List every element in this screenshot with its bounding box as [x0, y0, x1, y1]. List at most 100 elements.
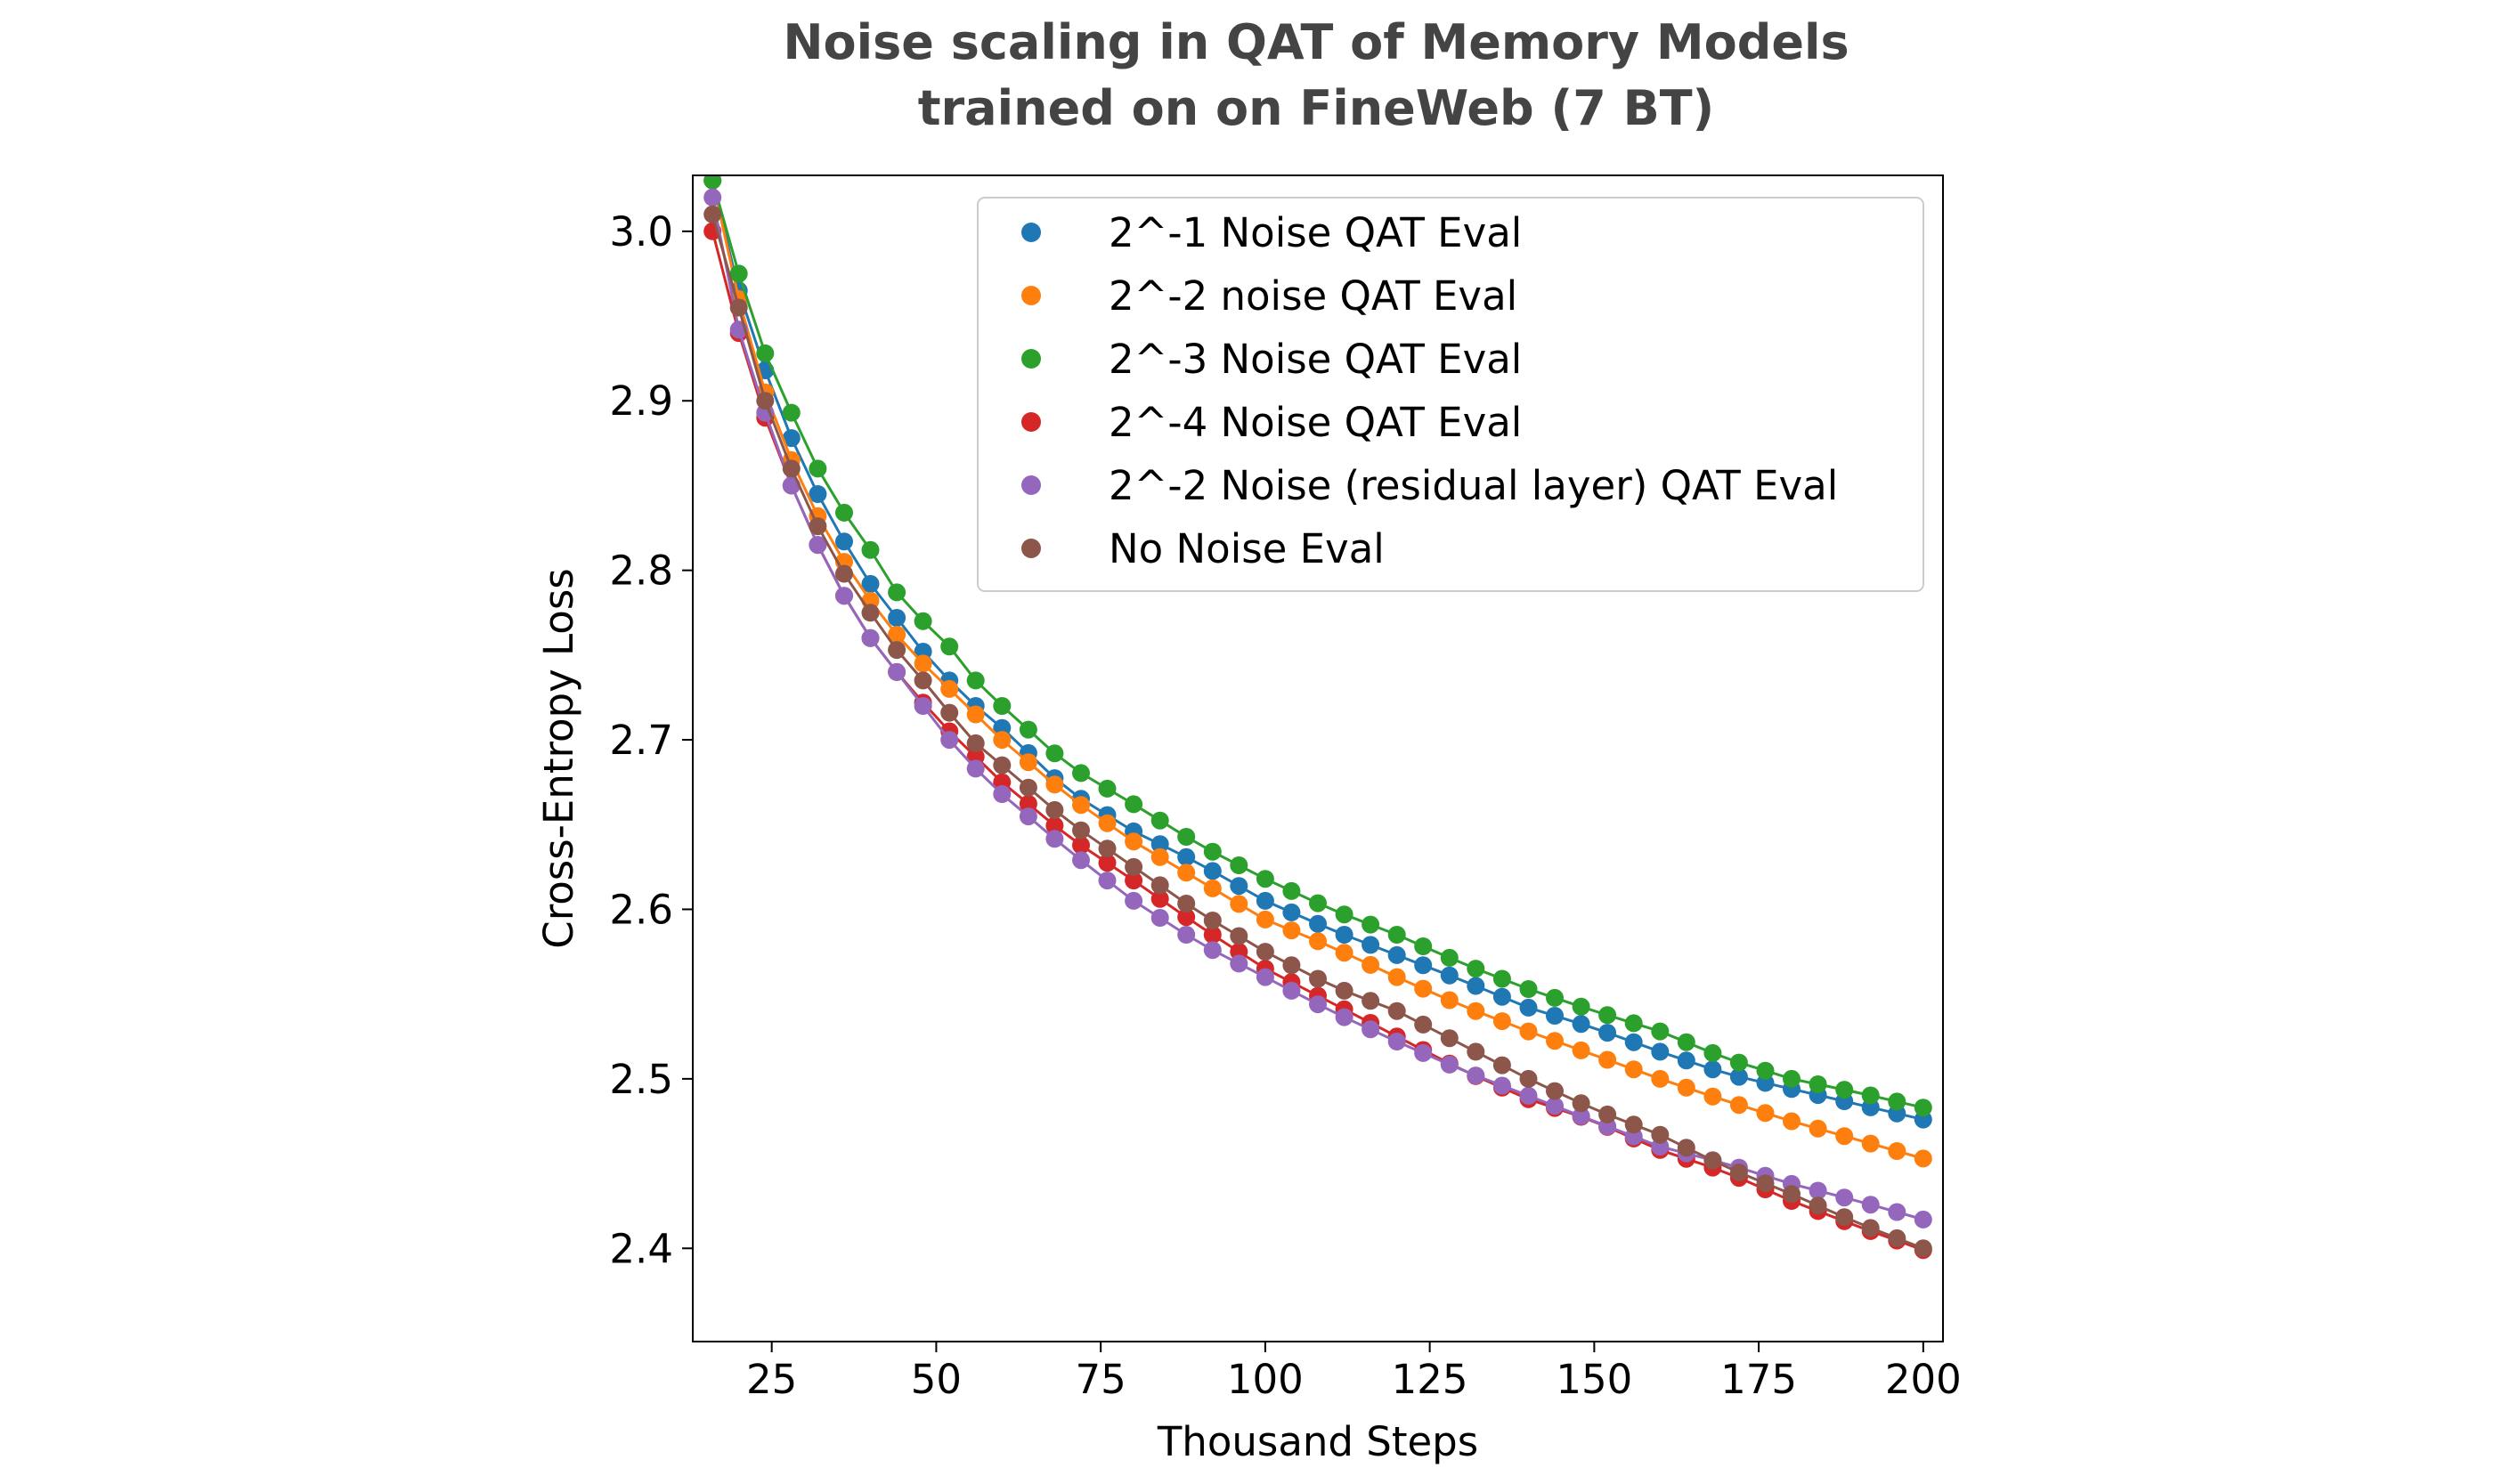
data-point-2-2-noise-qat-eval-35 [1624, 1060, 1643, 1079]
data-point-2-2-noise-qat-eval-34 [1598, 1050, 1617, 1069]
data-point-2-1-noise-qat-eval-35 [1624, 1033, 1643, 1051]
x-tick-label-75: 75 [1076, 1356, 1126, 1403]
data-point-2-2-noise-qat-eval-41 [1783, 1112, 1801, 1131]
data-point-2-1-noise-qat-eval-6 [861, 574, 880, 593]
data-point-2-3-noise-qat-eval-28 [1440, 948, 1459, 967]
data-point-2-2-noise-residual-layer-qat-eval-25 [1362, 1020, 1380, 1039]
data-point-2-2-noise-residual-layer-qat-eval-6 [861, 628, 880, 647]
data-point-no-noise-eval-35 [1624, 1115, 1643, 1134]
legend-marker-2-2-noise-residual-layer-qat-eval [1021, 475, 1041, 495]
data-point-no-noise-eval-0 [703, 205, 722, 223]
data-point-no-noise-eval-3 [782, 459, 801, 478]
data-point-2-2-noise-residual-layer-qat-eval-30 [1492, 1076, 1511, 1095]
data-point-2-3-noise-qat-eval-7 [888, 583, 906, 602]
data-point-2-3-noise-qat-eval-5 [835, 503, 853, 522]
x-tick-label-25: 25 [746, 1356, 797, 1403]
data-point-2-3-noise-qat-eval-38 [1703, 1043, 1722, 1062]
data-point-2-3-noise-qat-eval-12 [1019, 720, 1037, 739]
x-tick-label-100: 100 [1227, 1356, 1304, 1403]
x-tick-label-125: 125 [1392, 1356, 1468, 1403]
data-point-2-2-noise-residual-layer-qat-eval-42 [1809, 1181, 1827, 1200]
data-point-2-3-noise-qat-eval-37 [1677, 1033, 1695, 1051]
data-point-2-3-noise-qat-eval-14 [1072, 764, 1090, 783]
data-point-2-2-noise-qat-eval-45 [1888, 1142, 1906, 1160]
chart-title-line-2: trained on on FineWeb (7 BT) [918, 80, 1715, 136]
data-point-2-1-noise-qat-eval-40 [1756, 1074, 1775, 1092]
data-point-2-1-noise-qat-eval-19 [1203, 862, 1222, 880]
data-point-no-noise-eval-10 [966, 734, 985, 752]
legend: 2^-1 Noise QAT Eval 2^-2 noise QAT Eval 2^… [977, 197, 1924, 592]
data-point-2-2-noise-residual-layer-qat-eval-16 [1125, 891, 1143, 910]
data-point-no-noise-eval-8 [914, 671, 932, 690]
data-point-no-noise-eval-24 [1335, 981, 1353, 1000]
y-tick-label-1: 2.5 [609, 1056, 673, 1103]
data-point-2-2-noise-residual-layer-qat-eval-18 [1177, 926, 1196, 944]
data-point-no-noise-eval-29 [1467, 1042, 1485, 1061]
data-point-2-4-noise-qat-eval-19 [1203, 926, 1222, 944]
plot-frame [692, 174, 1944, 1342]
legend-marker-2-1-noise-qat-eval [1021, 223, 1041, 242]
data-point-no-noise-eval-43 [1835, 1208, 1854, 1227]
data-point-2-3-noise-qat-eval-34 [1598, 1006, 1617, 1025]
data-point-2-2-noise-residual-layer-qat-eval-15 [1098, 872, 1117, 890]
data-point-2-3-noise-qat-eval-6 [861, 540, 880, 559]
legend-marker-2-3-noise-qat-eval [1021, 349, 1041, 369]
data-point-2-1-noise-qat-eval-22 [1282, 903, 1301, 921]
data-point-2-2-noise-qat-eval-21 [1256, 910, 1274, 929]
data-point-2-2-noise-residual-layer-qat-eval-4 [809, 536, 827, 555]
y-tick-label-6: 3.0 [609, 208, 673, 255]
data-point-no-noise-eval-34 [1598, 1105, 1617, 1123]
data-point-2-2-noise-residual-layer-qat-eval-26 [1387, 1033, 1406, 1050]
data-point-2-1-noise-qat-eval-23 [1309, 914, 1327, 933]
data-point-no-noise-eval-11 [993, 756, 1012, 774]
data-point-2-2-noise-qat-eval-8 [914, 654, 932, 673]
data-point-2-2-noise-qat-eval-15 [1098, 814, 1117, 832]
y-tick-label-0: 2.4 [609, 1225, 673, 1272]
data-point-2-4-noise-qat-eval-17 [1150, 889, 1169, 908]
data-point-2-3-noise-qat-eval-3 [782, 403, 801, 422]
data-point-2-3-noise-qat-eval-22 [1282, 881, 1301, 900]
legend-marker-2-4-noise-qat-eval [1021, 412, 1041, 432]
data-point-2-2-noise-qat-eval-43 [1835, 1127, 1854, 1146]
data-point-2-3-noise-qat-eval-46 [1914, 1099, 1932, 1117]
data-point-2-2-noise-residual-layer-qat-eval-11 [993, 785, 1012, 803]
data-point-2-1-noise-qat-eval-30 [1492, 987, 1511, 1006]
data-point-no-noise-eval-9 [940, 703, 959, 722]
data-point-2-2-noise-qat-eval-23 [1309, 932, 1327, 951]
data-point-2-2-noise-qat-eval-16 [1125, 832, 1143, 851]
data-point-2-3-noise-qat-eval-25 [1362, 915, 1380, 934]
data-point-2-2-noise-qat-eval-32 [1546, 1032, 1564, 1050]
data-point-2-3-noise-qat-eval-4 [809, 459, 827, 478]
data-point-2-1-noise-qat-eval-7 [888, 609, 906, 627]
data-point-2-3-noise-qat-eval-29 [1467, 960, 1485, 978]
data-point-2-3-noise-qat-eval-41 [1783, 1069, 1801, 1088]
data-point-2-1-noise-qat-eval-29 [1467, 977, 1485, 995]
data-point-2-3-noise-qat-eval-0 [703, 175, 722, 190]
data-point-no-noise-eval-37 [1677, 1139, 1695, 1157]
data-point-2-2-noise-qat-eval-22 [1282, 921, 1301, 940]
data-point-2-3-noise-qat-eval-42 [1809, 1075, 1827, 1093]
data-point-no-noise-eval-4 [809, 517, 827, 536]
data-point-2-3-noise-qat-eval-43 [1835, 1081, 1854, 1099]
data-point-no-noise-eval-18 [1177, 895, 1196, 912]
data-point-2-2-noise-qat-eval-40 [1756, 1104, 1775, 1123]
y-tick-label-2: 2.6 [609, 886, 673, 933]
data-point-2-4-noise-qat-eval-13 [1045, 816, 1064, 835]
data-point-no-noise-eval-12 [1019, 778, 1037, 797]
data-point-2-2-noise-residual-layer-qat-eval-46 [1914, 1210, 1932, 1229]
data-point-2-2-noise-qat-eval-44 [1861, 1134, 1880, 1153]
data-point-2-1-noise-qat-eval-32 [1546, 1007, 1564, 1025]
data-point-2-2-noise-qat-eval-37 [1677, 1078, 1695, 1097]
data-point-2-1-noise-qat-eval-20 [1230, 877, 1248, 896]
data-point-no-noise-eval-44 [1861, 1219, 1880, 1237]
data-point-no-noise-eval-1 [729, 298, 748, 317]
data-point-2-2-noise-residual-layer-qat-eval-9 [940, 731, 959, 750]
data-point-2-3-noise-qat-eval-24 [1335, 905, 1353, 924]
data-point-2-2-noise-qat-eval-19 [1203, 879, 1222, 897]
series-2-3-noise-qat-eval [703, 175, 1932, 1117]
data-point-2-1-noise-qat-eval-37 [1677, 1051, 1695, 1070]
data-point-2-2-noise-residual-layer-qat-eval-20 [1230, 954, 1248, 973]
data-point-no-noise-eval-5 [835, 564, 853, 583]
data-point-2-2-noise-qat-eval-29 [1467, 1001, 1485, 1020]
